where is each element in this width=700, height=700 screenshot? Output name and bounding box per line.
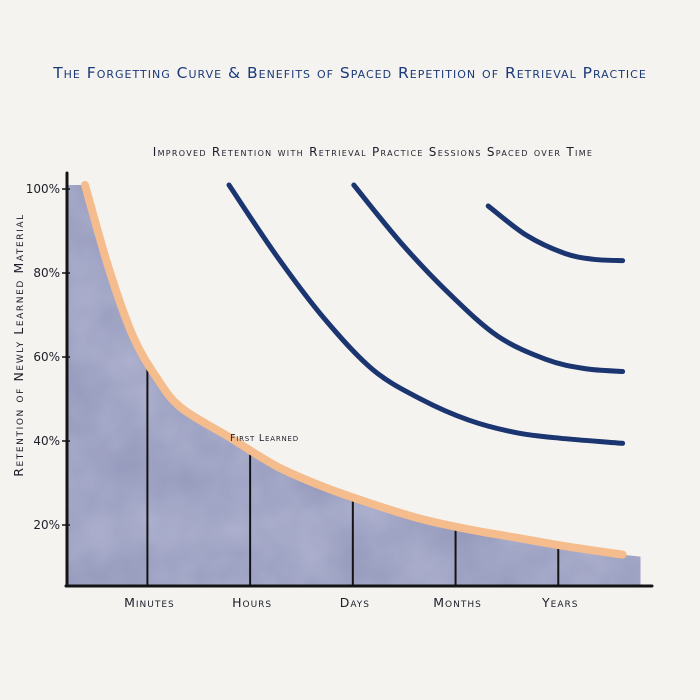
retrieval-practice-curve-3	[485, 203, 626, 264]
x-tick-label-years: Years	[541, 595, 578, 610]
first-learned-annotation: First Learned	[230, 433, 299, 444]
x-tick-label-months: Months	[433, 595, 482, 610]
y-tick-label-100: 100%	[26, 182, 60, 196]
y-tick-label-80: 80%	[33, 266, 60, 280]
forgetting-curve-line	[81, 181, 627, 559]
y-tick-label-60: 60%	[33, 350, 60, 364]
retrieval-practice-curve-2	[351, 182, 626, 374]
x-tick-label-days: Days	[340, 595, 370, 610]
x-tick-label-hours: Hours	[232, 595, 272, 610]
chart-subtitle: Improved Retention with Retrieval Practi…	[153, 145, 594, 159]
x-tick-label-minutes: Minutes	[124, 595, 175, 610]
y-axis-label: Retention of Newly Learned Material	[11, 213, 26, 477]
y-ticks: 100% 80% 60% 40% 20%	[26, 182, 70, 532]
forgetting-area-fill	[67, 185, 641, 586]
x-ticks: Minutes Hours Days Months Years	[124, 595, 578, 610]
series-layer	[81, 181, 627, 559]
chart-title: The Forgetting Curve & Benefits of Space…	[52, 64, 647, 82]
retrieval-practice-curve-1	[226, 182, 626, 446]
y-tick-label-20: 20%	[33, 518, 60, 532]
time-markers	[146, 363, 560, 586]
y-tick-label-40: 40%	[33, 434, 60, 448]
area-layer	[67, 185, 641, 586]
